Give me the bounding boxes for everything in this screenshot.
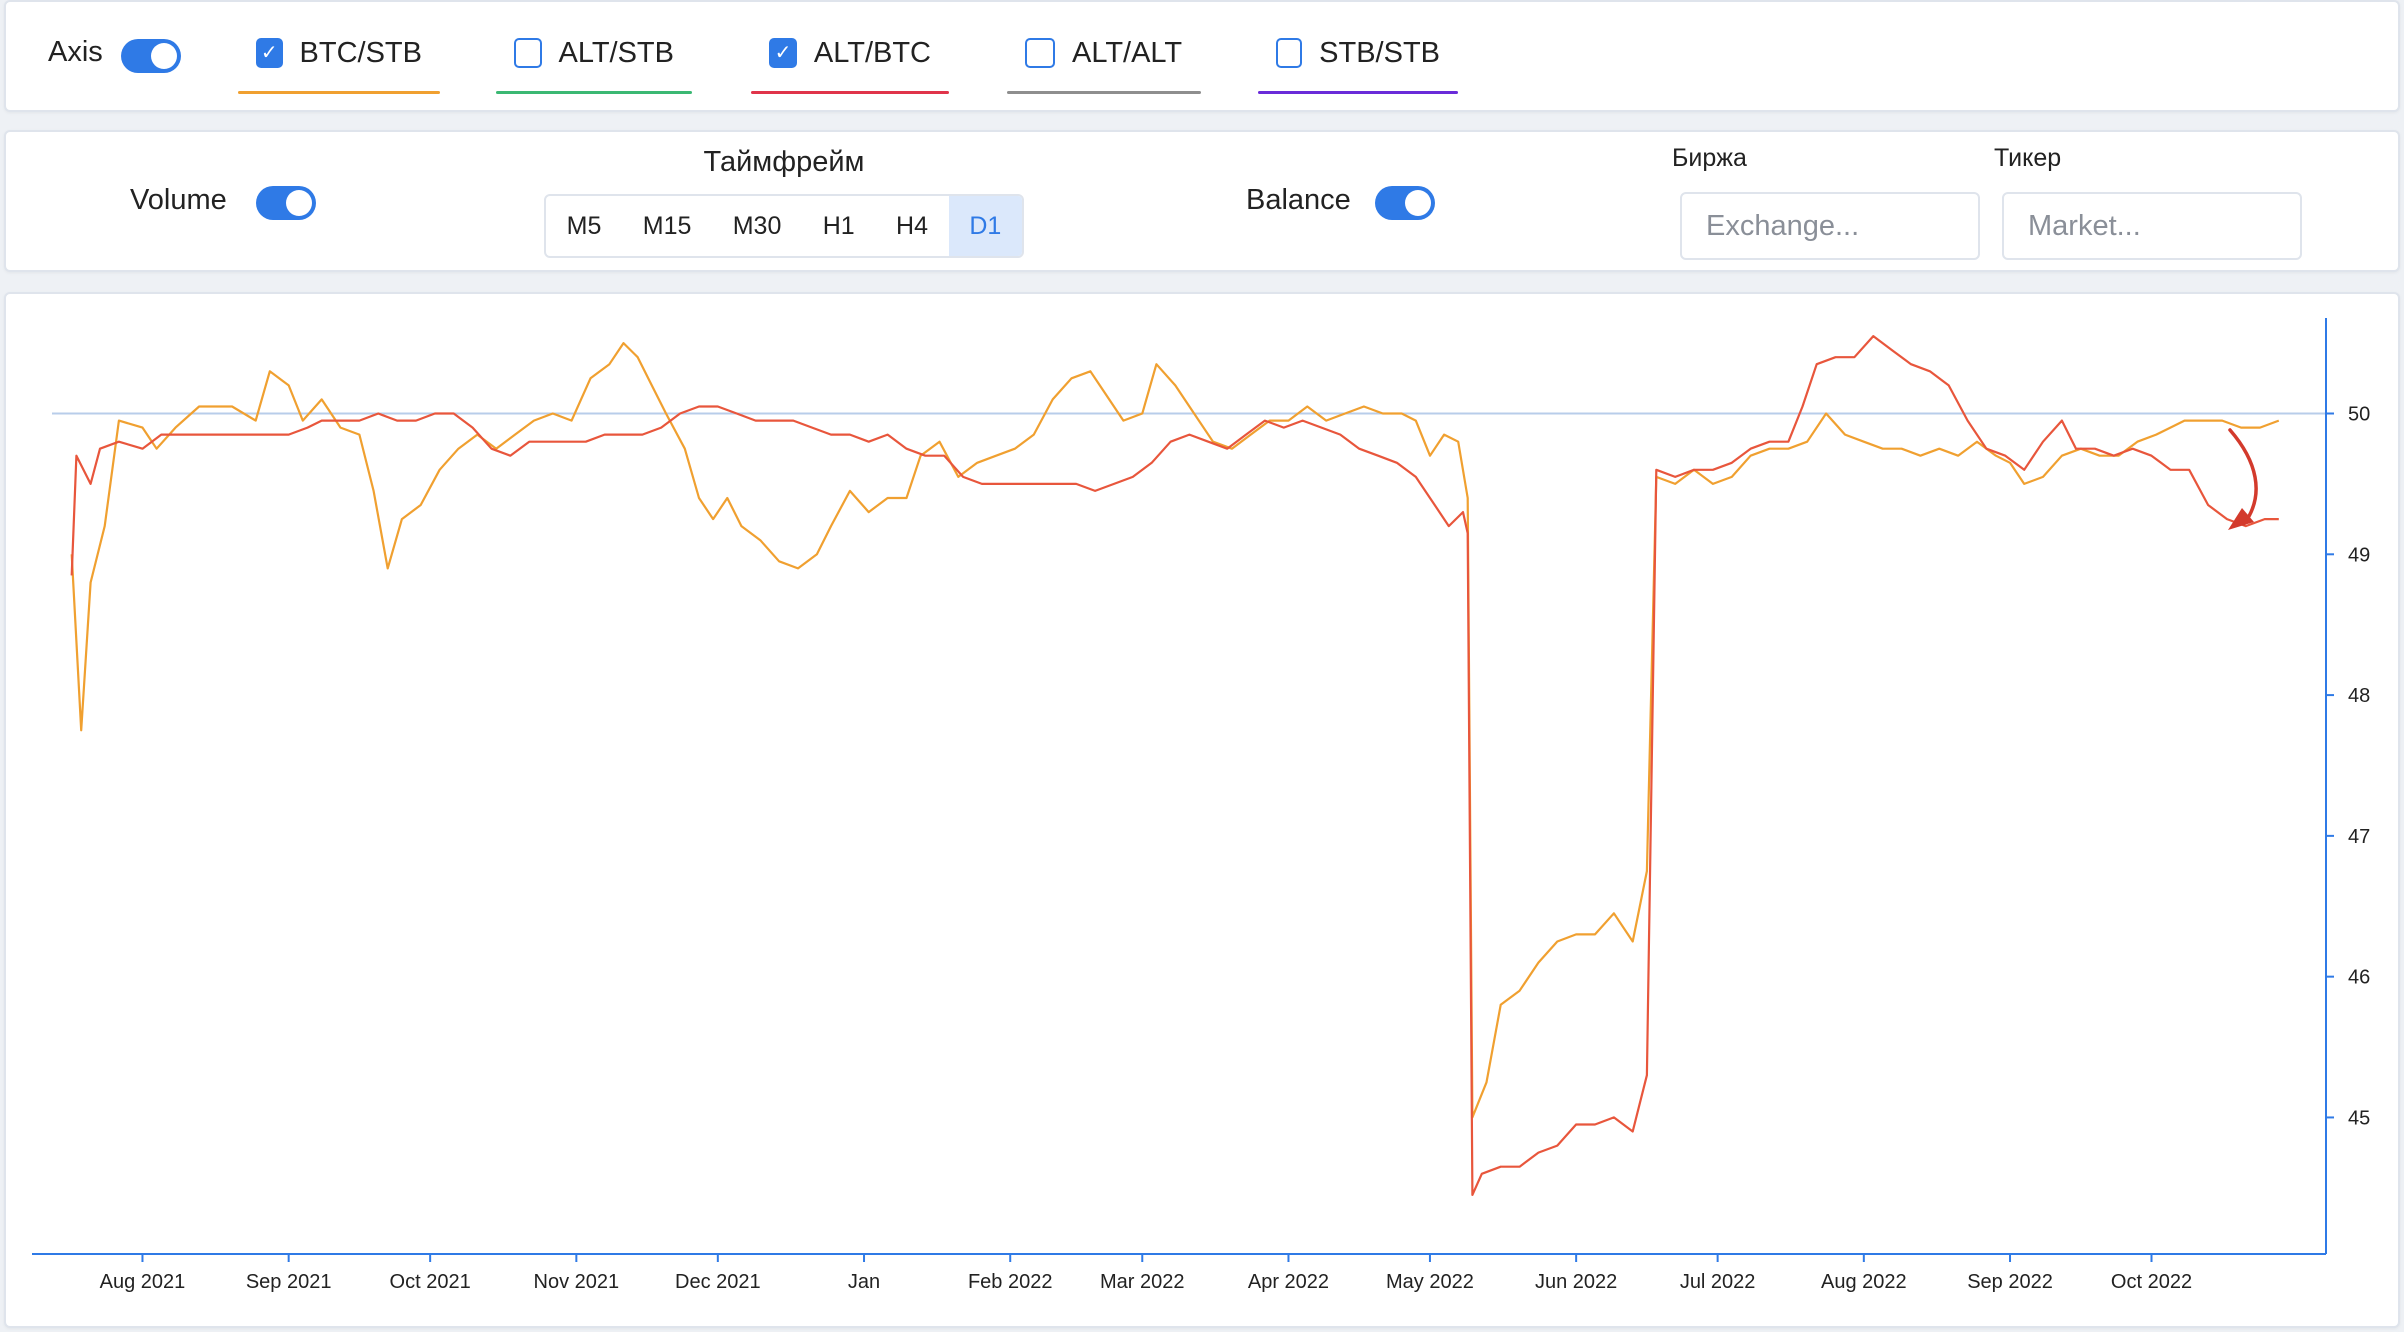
axis-label: Axis: [48, 36, 103, 68]
trend-arrow-head: [2228, 508, 2254, 530]
chart-axes: Aug 2021 Sep 2021 Oct 2021 Nov 2021 Dec 2021…: [32, 318, 2370, 1293]
pair-checkbox-alt-alt[interactable]: ALT/ALT: [1007, 32, 1201, 94]
timeframe-h1-button[interactable]: H1: [822, 211, 855, 240]
x-tick-label: Jan: [848, 1271, 880, 1293]
volume-toggle-knob: [286, 190, 312, 216]
pair-checkbox-alt-stb[interactable]: ALT/STB: [496, 32, 692, 94]
pair-label: BTC/STB: [299, 37, 422, 69]
timeframe-d1-button[interactable]: D1: [948, 196, 1022, 256]
y-tick-label: 49: [2348, 544, 2370, 566]
x-tick-label: May 2022: [1386, 1271, 1474, 1293]
controls-panel: Volume Таймфрейм M5 M15 M30 H1 H4 D1 Bal…: [4, 130, 2400, 272]
series-line-1: [70, 342, 2280, 1119]
pair-color-underline: [496, 91, 692, 94]
checkbox-box[interactable]: ✓: [256, 38, 283, 68]
x-tick-label: Oct 2021: [390, 1271, 471, 1293]
exchange-input[interactable]: [1680, 192, 1980, 260]
pair-label: ALT/ALT: [1072, 37, 1183, 69]
volume-toggle[interactable]: [256, 186, 316, 220]
chart-series: [70, 335, 2280, 1196]
ticker-label: Тикер: [1994, 144, 2062, 172]
x-tick-label: Sep 2021: [246, 1271, 332, 1293]
trend-arrow: [2228, 428, 2258, 530]
x-tick-label: Apr 2022: [1248, 1271, 1329, 1293]
x-tick-label: Jul 2022: [1680, 1271, 1756, 1293]
chart-panel: Aug 2021 Sep 2021 Oct 2021 Nov 2021 Dec 2021…: [4, 292, 2400, 1328]
checkbox-box[interactable]: [1276, 38, 1303, 68]
balance-toggle[interactable]: [1375, 186, 1435, 220]
pair-checkbox-btc-stb[interactable]: ✓ BTC/STB: [238, 32, 440, 94]
y-tick-label: 50: [2348, 404, 2370, 426]
x-tick-label: Dec 2021: [675, 1271, 761, 1293]
checkbox-box[interactable]: ✓: [769, 38, 797, 68]
pair-checkbox-stb-stb[interactable]: STB/STB: [1258, 32, 1458, 94]
x-tick-label: Aug 2021: [100, 1271, 186, 1293]
pair-color-underline: [751, 91, 949, 94]
price-chart[interactable]: Aug 2021 Sep 2021 Oct 2021 Nov 2021 Dec 2021…: [6, 294, 2398, 1326]
exchange-label: Биржа: [1672, 144, 1747, 172]
y-tick-label: 48: [2348, 685, 2370, 707]
axis-toggle-knob: [151, 43, 177, 69]
pair-color-underline: [1258, 91, 1458, 94]
x-tick-label: Aug 2022: [1821, 1271, 1907, 1293]
x-tick-label: Mar 2022: [1100, 1271, 1185, 1293]
pair-color-underline: [238, 91, 440, 94]
y-tick-label: 45: [2348, 1107, 2370, 1129]
timeframe-title-wrap: Таймфрейм: [544, 146, 1024, 186]
x-tick-label: Nov 2021: [534, 1271, 620, 1293]
pair-label: ALT/STB: [558, 37, 675, 69]
pairs-panel: Axis ✓ BTC/STB ALT/STB ✓ ALT/BTC ALT/ALT…: [4, 0, 2400, 112]
axis-toggle[interactable]: [121, 39, 181, 73]
x-tick-label: Feb 2022: [968, 1271, 1053, 1293]
balance-label: Balance: [1246, 184, 1351, 216]
checkbox-box[interactable]: [514, 38, 542, 68]
x-tick-label: Jun 2022: [1535, 1271, 1617, 1293]
series-line-2: [70, 335, 2279, 1196]
balance-toggle-knob: [1405, 190, 1431, 216]
trend-arrow-curve: [2228, 428, 2258, 526]
ticker-input[interactable]: [2002, 192, 2302, 260]
timeframe-selector: M5 M15 M30 H1 H4 D1: [544, 194, 1024, 258]
pair-color-underline: [1007, 91, 1201, 94]
pair-label: STB/STB: [1319, 37, 1440, 69]
pair-checkbox-alt-btc[interactable]: ✓ ALT/BTC: [751, 32, 949, 94]
timeframe-m30-button[interactable]: M30: [732, 211, 782, 240]
y-tick-label: 47: [2348, 826, 2370, 848]
x-tick-label: Sep 2022: [1967, 1271, 2053, 1293]
checkbox-box[interactable]: [1025, 38, 1055, 68]
timeframe-title: Таймфрейм: [703, 146, 865, 178]
timeframe-h4-button[interactable]: H4: [896, 211, 928, 240]
timeframe-m5-button[interactable]: M5: [566, 211, 602, 240]
volume-label: Volume: [130, 184, 227, 216]
x-tick-label: Oct 2022: [2111, 1271, 2192, 1293]
timeframe-m15-button[interactable]: M15: [642, 211, 692, 240]
y-tick-label: 46: [2348, 967, 2370, 989]
pair-label: ALT/BTC: [813, 37, 931, 69]
